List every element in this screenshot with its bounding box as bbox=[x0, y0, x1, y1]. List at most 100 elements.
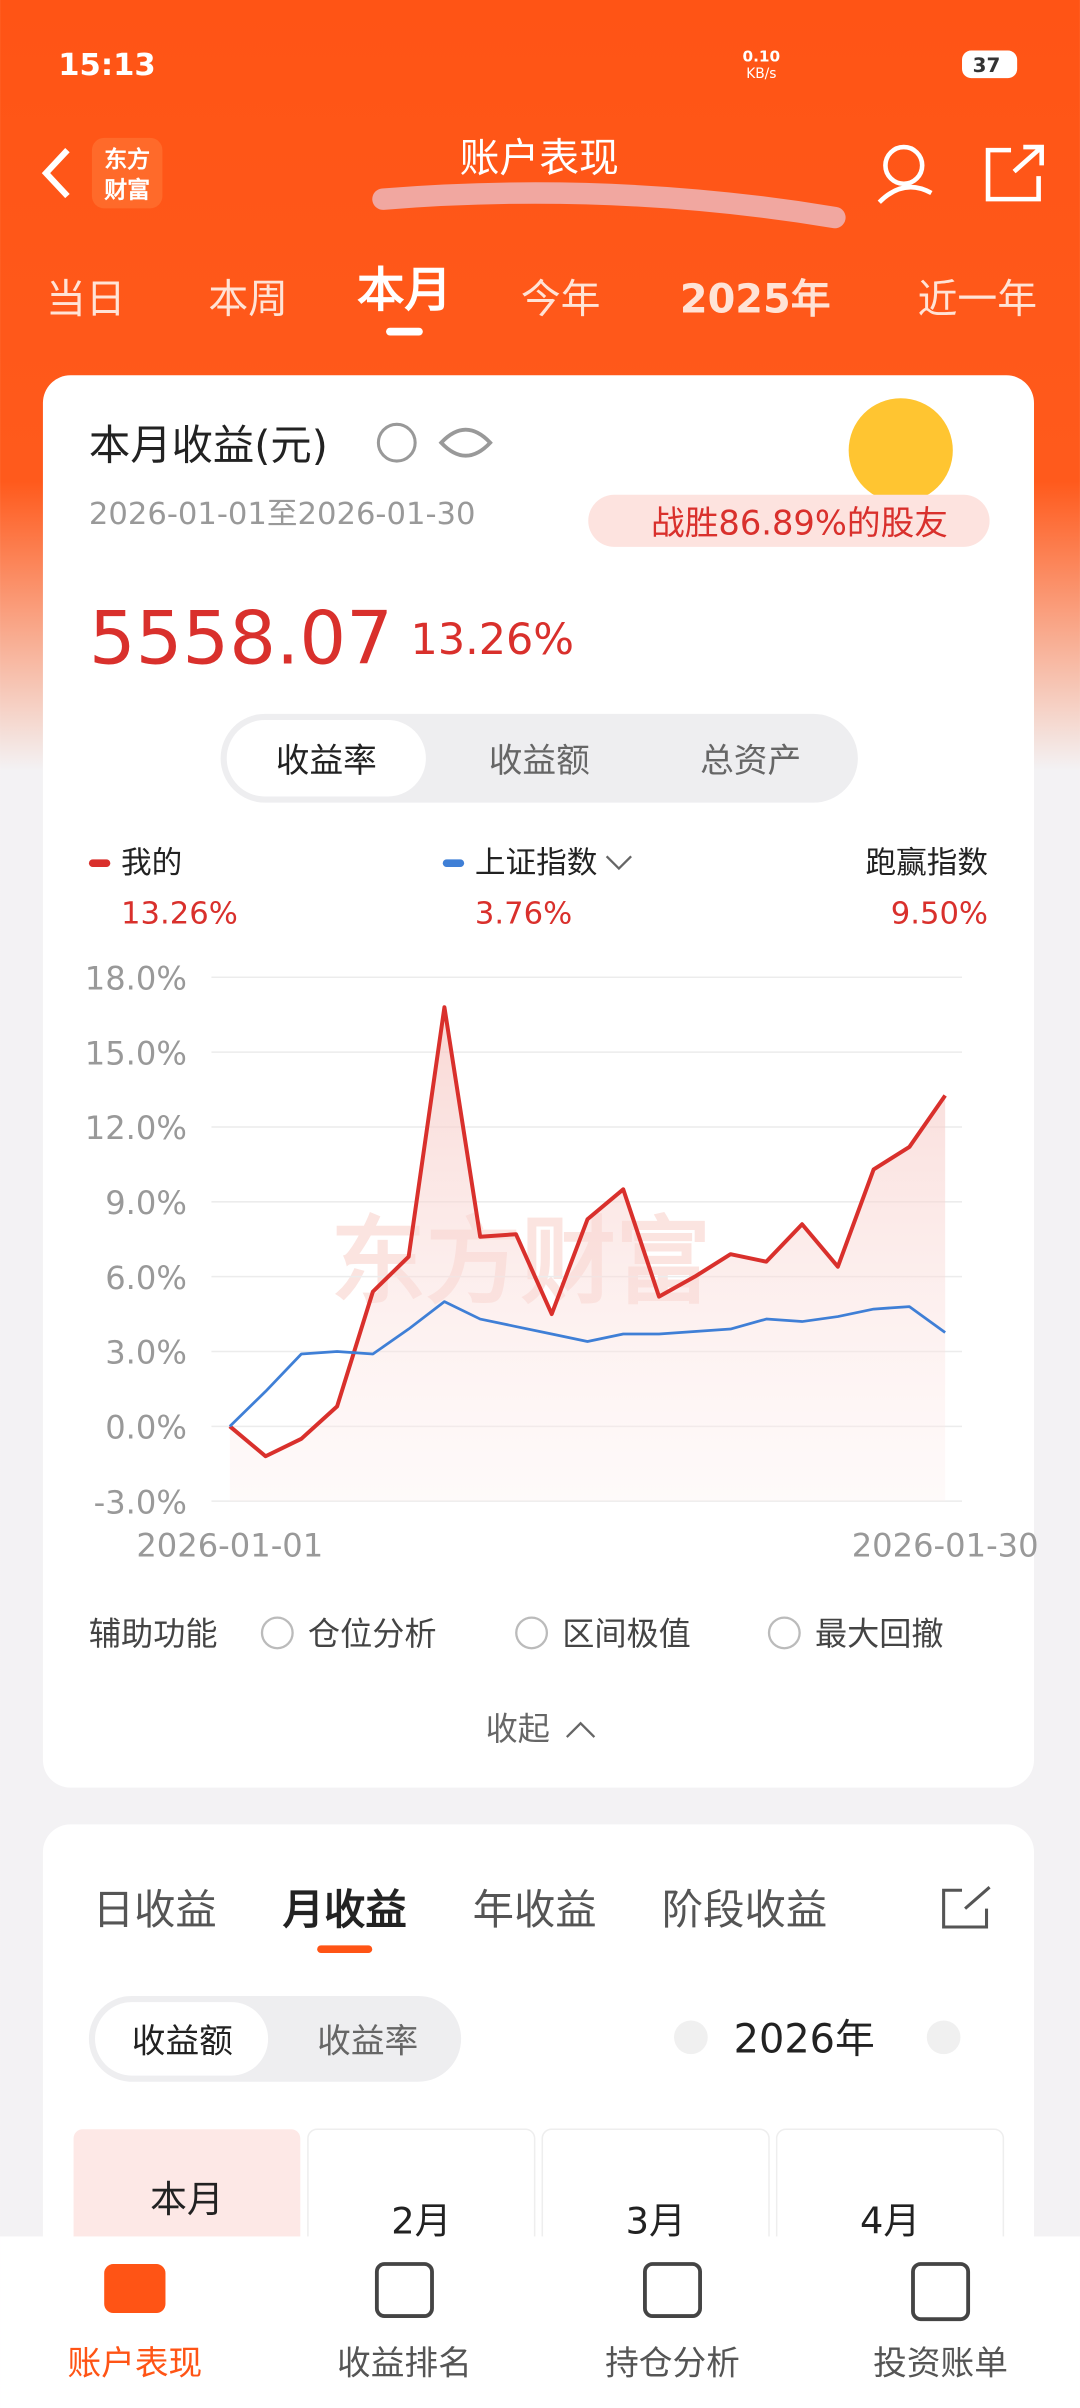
legend-label: 我的 bbox=[121, 846, 182, 881]
outperform-label: 跑赢指数 bbox=[866, 846, 989, 881]
tab-indicator bbox=[386, 327, 423, 336]
tools-label: 辅助功能 bbox=[89, 1615, 218, 1653]
collapse[interactable]: 收起 bbox=[486, 1710, 550, 1748]
line bbox=[228, 1005, 947, 1459]
x-tick-label: 2026-01-30 bbox=[852, 1526, 1039, 1564]
tab-indicator bbox=[317, 1945, 373, 1954]
y-tick-label: 15.0% bbox=[85, 1034, 187, 1072]
badge-bg bbox=[588, 494, 990, 547]
legend-swatch bbox=[442, 859, 465, 868]
period-tab[interactable]: 本月 bbox=[357, 263, 452, 318]
area bbox=[229, 1007, 946, 1502]
rate: 13.26% bbox=[411, 615, 574, 665]
export-icon[interactable] bbox=[942, 1886, 991, 1929]
toggle-option[interactable]: 收益率 bbox=[317, 2022, 418, 2061]
logo bbox=[91, 137, 163, 209]
tool-option[interactable]: 仓位分析 bbox=[308, 1615, 437, 1653]
collapse-icon bbox=[565, 1721, 596, 1738]
prev-year[interactable] bbox=[674, 2020, 708, 2055]
nav-label[interactable]: 账户表现 bbox=[67, 2343, 202, 2382]
speed: 0.10 bbox=[742, 47, 780, 65]
tool-option[interactable]: 最大回撤 bbox=[815, 1615, 944, 1653]
period-tab[interactable]: 今年 bbox=[521, 276, 601, 322]
returns-tab[interactable]: 阶段收益 bbox=[662, 1886, 827, 1934]
toggle-option[interactable]: 收益额 bbox=[489, 741, 590, 780]
date-range: 2026-01-01至2026-01-30 bbox=[89, 497, 476, 532]
y-tick-label: 12.0% bbox=[85, 1109, 187, 1147]
header-title: 账户表现 bbox=[460, 136, 619, 182]
period-tab[interactable]: 2025年 bbox=[680, 276, 831, 322]
toggle-active bbox=[95, 2002, 269, 2076]
eye-icon[interactable] bbox=[438, 427, 493, 458]
nav-icon bbox=[104, 2264, 166, 2314]
user-icon-body bbox=[877, 184, 933, 204]
outperform-value: 9.50% bbox=[891, 897, 988, 932]
user-icon[interactable] bbox=[883, 144, 925, 187]
speed-unit: KB/s bbox=[746, 66, 776, 82]
nav-icon bbox=[911, 2262, 971, 2322]
logo-text: 东方 bbox=[104, 146, 150, 173]
y-tick-label: 0.0% bbox=[105, 1409, 187, 1447]
y-tick-label: -3.0% bbox=[94, 1483, 187, 1521]
returns-tab[interactable]: 年收益 bbox=[473, 1886, 597, 1934]
tool-option[interactable]: 区间极值 bbox=[562, 1615, 691, 1653]
toggle-option[interactable]: 收益额 bbox=[132, 2022, 233, 2061]
month-label: 2月 bbox=[391, 2199, 451, 2242]
month-label: 4月 bbox=[860, 2199, 920, 2242]
redaction bbox=[372, 182, 846, 229]
y-tick-label: 18.0% bbox=[85, 960, 187, 998]
battery: 37 bbox=[973, 54, 1001, 77]
toggle-option[interactable]: 收益率 bbox=[276, 741, 377, 780]
returns-tab[interactable]: 日收益 bbox=[93, 1886, 217, 1934]
radio[interactable] bbox=[260, 1616, 294, 1650]
card-title: 本月收益(元) bbox=[89, 422, 328, 470]
info-icon[interactable] bbox=[376, 422, 417, 463]
header-icons bbox=[877, 144, 1044, 204]
legend-value: 13.26% bbox=[121, 897, 238, 932]
dropdown-icon[interactable] bbox=[605, 855, 632, 871]
month-label: 3月 bbox=[626, 2199, 686, 2242]
time: 15:13 bbox=[58, 48, 155, 83]
line bbox=[228, 1300, 946, 1428]
legend-value: 3.76% bbox=[475, 897, 572, 932]
legend-label: 上证指数 bbox=[475, 846, 598, 881]
y-tick-label: 3.0% bbox=[105, 1334, 187, 1372]
nav-label[interactable]: 收益排名 bbox=[337, 2343, 472, 2382]
nav-label[interactable]: 持仓分析 bbox=[605, 2343, 740, 2382]
x-tick-label: 2026-01-01 bbox=[136, 1526, 323, 1564]
bottom-nav-bg bbox=[0, 2236, 1080, 2408]
share-icon[interactable] bbox=[985, 144, 1044, 202]
legend-swatch bbox=[88, 859, 111, 868]
chart: 东方财富-3.0%0.0%3.0%6.0%9.0%12.0%15.0%18.0%… bbox=[85, 846, 1039, 1564]
battery-icon bbox=[962, 50, 1018, 79]
amount: 5558.07 bbox=[89, 596, 393, 681]
y-tick-label: 6.0% bbox=[105, 1259, 187, 1297]
period-tab[interactable]: 近一年 bbox=[918, 276, 1037, 322]
y-tick-label: 9.0% bbox=[105, 1184, 187, 1222]
toggle: 收益率 收益额 总资产 bbox=[276, 741, 801, 780]
period-tab[interactable]: 本周 bbox=[208, 276, 288, 322]
logo-text: 财富 bbox=[104, 177, 150, 204]
emoji bbox=[848, 398, 953, 503]
nav-icon bbox=[643, 2262, 702, 2319]
month-label: 本月 bbox=[150, 2178, 224, 2221]
returns-tab[interactable]: 月收益 bbox=[283, 1886, 407, 1934]
radio[interactable] bbox=[515, 1616, 549, 1650]
toggle-active bbox=[226, 719, 426, 797]
nav-label[interactable]: 投资账单 bbox=[873, 2343, 1008, 2382]
year[interactable]: 2026年 bbox=[734, 2017, 875, 2063]
nav-icon bbox=[374, 2262, 434, 2319]
next-year[interactable] bbox=[926, 2020, 961, 2055]
badge[interactable]: 战胜86.89%的股友 bbox=[651, 504, 948, 543]
summary-card bbox=[42, 375, 1035, 1788]
toggle-option[interactable]: 总资产 bbox=[700, 741, 801, 780]
status-bar: 15:13 0.10 KB/s 37 bbox=[58, 47, 1018, 83]
period-tab[interactable]: 当日 bbox=[46, 276, 126, 322]
bottom-nav: 账户表现 收益排名 持仓分析 投资账单 bbox=[67, 2262, 1008, 2382]
radio[interactable] bbox=[767, 1616, 801, 1650]
period-tabs: 当日 本周 本月 今年 2025年 近一年 bbox=[46, 263, 1037, 336]
back-button[interactable] bbox=[41, 148, 70, 199]
